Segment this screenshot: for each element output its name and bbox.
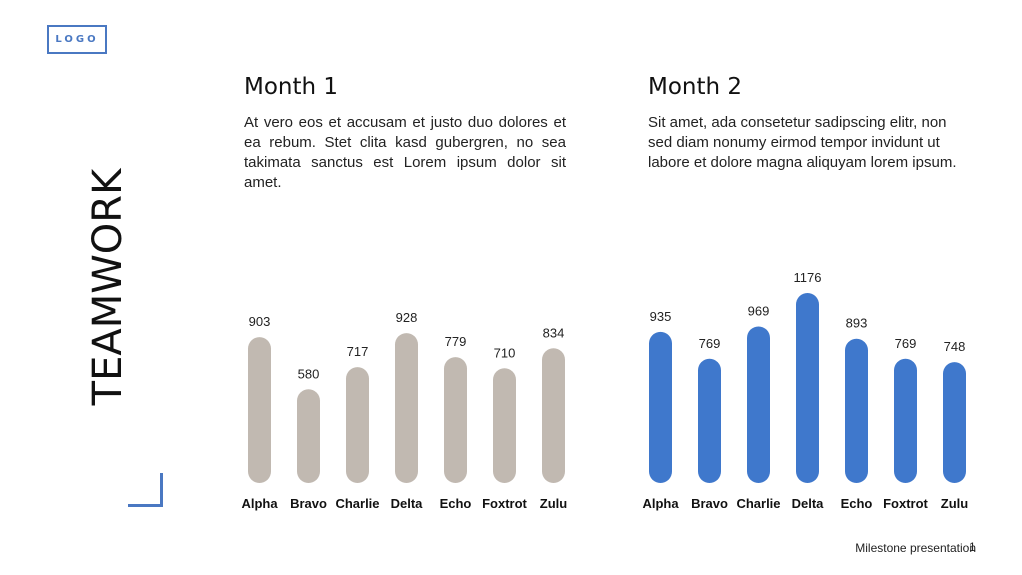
month2-title: Month 2: [648, 74, 743, 100]
corner-accent: [128, 473, 163, 507]
month2-bar-foxtrot: [894, 358, 917, 483]
month2-value-label: 748: [944, 339, 966, 354]
month2-bar-delta: [796, 293, 819, 483]
month1-category-label: Delta: [391, 496, 424, 511]
month1-title: Month 1: [244, 74, 339, 100]
month1-value-label: 834: [543, 325, 565, 340]
month1-value-label: 580: [298, 366, 320, 381]
month1-bar-charlie: [346, 367, 369, 483]
month2-category-label: Zulu: [941, 496, 968, 511]
month2-value-label: 769: [699, 336, 721, 351]
footer-text: Milestone presentation: [855, 541, 976, 555]
month2-bar-alpha: [649, 331, 672, 483]
month1-bar-echo: [444, 357, 467, 483]
month2-body: Sit amet, ada consetetur sadipscing elit…: [648, 114, 957, 171]
month1-value-label: 717: [347, 344, 369, 359]
month1-bar-zulu: [542, 348, 565, 483]
page-number: 1: [969, 540, 976, 554]
month2-bar-echo: [845, 338, 868, 483]
month1-category-label: Bravo: [290, 496, 327, 511]
month2-value-label: 969: [748, 303, 770, 318]
month2-bar-bravo: [698, 358, 721, 483]
month2-category-label: Alpha: [642, 496, 679, 511]
month1-bar-bravo: [297, 389, 320, 483]
month2-bar-charlie: [747, 326, 770, 483]
month2-value-label: 893: [846, 316, 868, 331]
month1-category-label: Charlie: [335, 496, 379, 511]
month2-value-label: 769: [895, 336, 917, 351]
month1-value-label: 779: [445, 334, 467, 349]
month1-bar-alpha: [248, 337, 271, 483]
month2-value-label: 935: [650, 309, 672, 324]
month1-value-label: 928: [396, 310, 418, 325]
month1-value-label: 903: [249, 314, 271, 329]
month1-bar-delta: [395, 333, 418, 483]
month1-category-label: Alpha: [241, 496, 278, 511]
month2-category-label: Delta: [792, 496, 825, 511]
logo: LOGO: [47, 25, 107, 54]
month2-category-label: Foxtrot: [883, 496, 928, 511]
month2-value-label: 1176: [794, 270, 822, 285]
month1-category-label: Zulu: [540, 496, 567, 511]
month2-category-label: Echo: [841, 496, 873, 511]
month1-bar-foxtrot: [493, 368, 516, 483]
month1-category-label: Foxtrot: [482, 496, 527, 511]
month1-body: At vero eos et accusam et justo duo dolo…: [244, 114, 566, 191]
month1-value-label: 710: [494, 345, 516, 360]
month2-bar-zulu: [943, 362, 966, 483]
month1-category-label: Echo: [440, 496, 472, 511]
month2-category-label: Bravo: [691, 496, 728, 511]
month2-category-label: Charlie: [736, 496, 780, 511]
